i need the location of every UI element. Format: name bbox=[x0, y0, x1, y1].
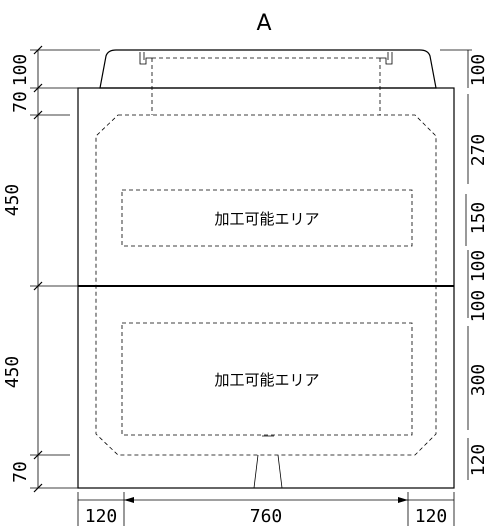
dim-right-lower-area: 300 bbox=[468, 364, 489, 397]
lid-outline bbox=[99, 49, 437, 89]
dim-bottom-left-margin: 120 bbox=[85, 506, 118, 527]
workable-area-bottom-label: 加工可能エリア bbox=[214, 371, 319, 389]
dim-left-lower-section: 450 bbox=[2, 356, 23, 389]
right-dimension-lines bbox=[440, 49, 472, 480]
bottom-dimension-arrows bbox=[124, 497, 408, 503]
dim-right-bottom-margin: 120 bbox=[468, 444, 489, 477]
lid-dashed-outline bbox=[151, 57, 381, 115]
drain-feature bbox=[253, 435, 283, 489]
bottom-dimension-lines bbox=[77, 492, 455, 526]
left-dimension-lines bbox=[30, 49, 100, 489]
dim-right-lid: 100 bbox=[468, 54, 489, 87]
workable-area-bottom bbox=[121, 322, 413, 436]
dim-left-lid-height: 100 bbox=[10, 54, 31, 87]
dim-left-upper-section: 450 bbox=[2, 184, 23, 217]
dim-right-upper-area: 150 bbox=[468, 202, 489, 235]
dim-bottom-center: 760 bbox=[250, 506, 283, 527]
main-body-outline bbox=[77, 87, 455, 489]
workable-area-top-label: 加工可能エリア bbox=[214, 210, 319, 228]
dim-right-gap-1: 100 bbox=[468, 250, 489, 283]
inner-dashed-outline bbox=[95, 114, 437, 456]
dim-bottom-right-margin: 120 bbox=[415, 506, 448, 527]
left-dimension-ticks bbox=[33, 45, 43, 493]
dim-right-gap-2: 100 bbox=[468, 290, 489, 323]
dim-right-top-margin: 270 bbox=[468, 134, 489, 167]
drawing-title: A bbox=[256, 11, 271, 36]
lid-hinge-left bbox=[139, 52, 152, 65]
dim-left-top-offset: 70 bbox=[10, 91, 31, 113]
lid-hinge-right bbox=[380, 52, 393, 65]
dim-left-bottom-offset: 70 bbox=[10, 461, 31, 483]
workable-area-top bbox=[121, 189, 413, 247]
